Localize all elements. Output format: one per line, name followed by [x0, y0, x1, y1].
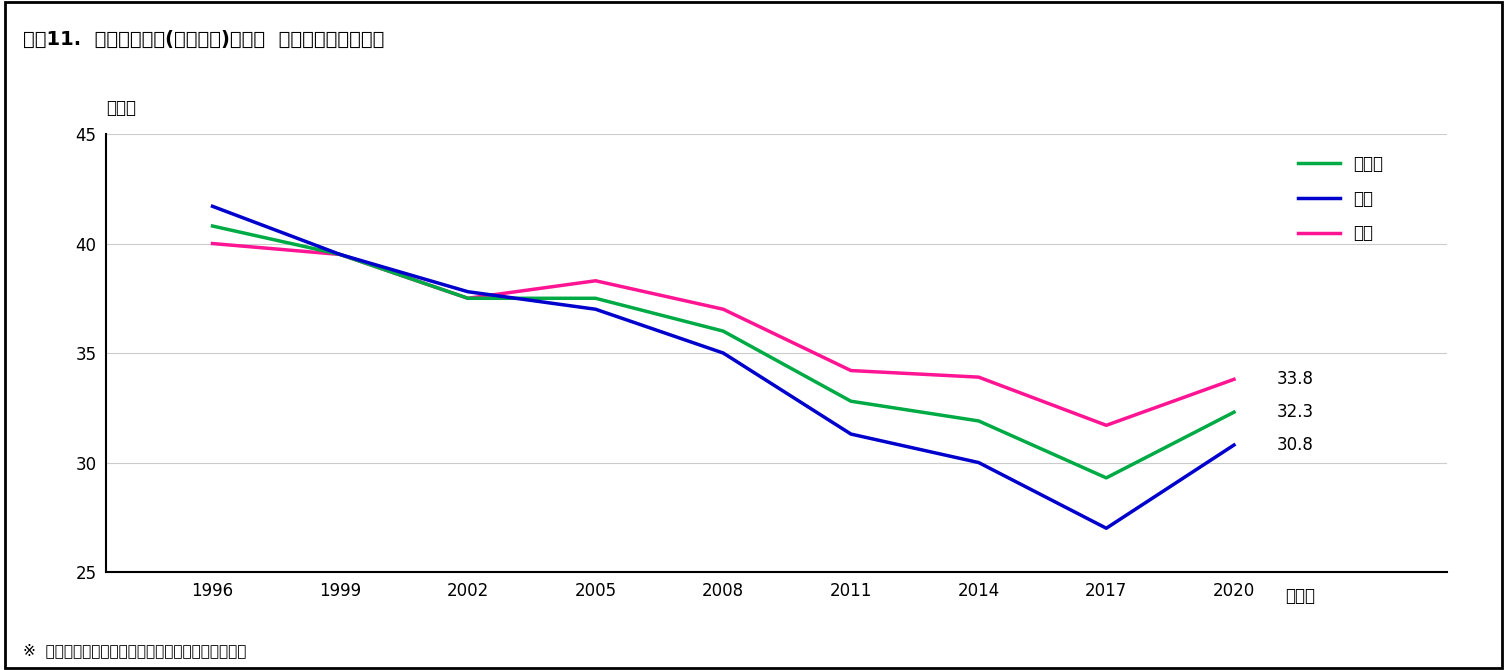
Text: （年）: （年） [1285, 588, 1316, 606]
Text: ※  「患者調査」（厚生労働省）をもとに、筆者作成: ※ 「患者調査」（厚生労働省）をもとに、筆者作成 [23, 643, 246, 658]
Text: 図表11.  平均入院日数(退院患者)の推移  （男女計・男女別）: 図表11. 平均入院日数(退院患者)の推移 （男女計・男女別） [23, 30, 384, 49]
Text: 30.8: 30.8 [1276, 436, 1314, 454]
Text: （日）: （日） [105, 98, 136, 117]
Text: 32.3: 32.3 [1276, 403, 1314, 421]
Text: 33.8: 33.8 [1276, 371, 1314, 389]
Legend: 男女計, 男性, 女性: 男女計, 男性, 女性 [1290, 147, 1391, 251]
